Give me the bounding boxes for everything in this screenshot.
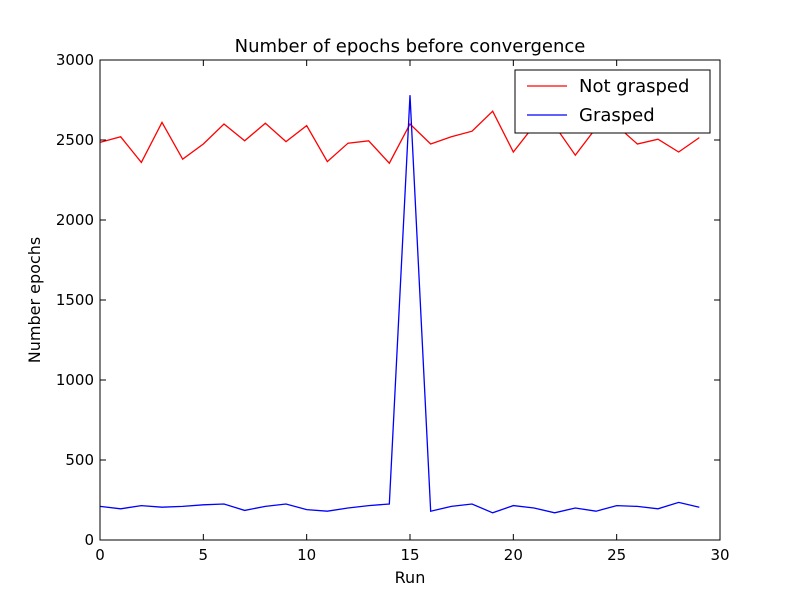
y-tick-label: 1500 bbox=[56, 291, 94, 309]
y-tick-label: 2500 bbox=[56, 131, 94, 149]
y-tick-label: 2000 bbox=[56, 211, 94, 229]
legend-box bbox=[514, 69, 711, 134]
axis-ticks: 0 5 10 15 20 25 30 0 500 1000 1500 2000 2500 3000 bbox=[56, 51, 730, 564]
legend: Not grasped Grasped bbox=[514, 69, 711, 134]
x-tick-label: 15 bbox=[400, 546, 419, 564]
plot-lines bbox=[99, 95, 700, 514]
series-line-grasped bbox=[99, 95, 700, 514]
y-tick-label: 1000 bbox=[56, 371, 94, 389]
y-axis-label: Number epochs bbox=[25, 237, 44, 363]
x-tick-label: 10 bbox=[297, 546, 316, 564]
legend-label-grasped: Grasped bbox=[579, 105, 655, 126]
chart-title: Number of epochs before convergence bbox=[235, 36, 586, 57]
x-tick-label: 5 bbox=[199, 546, 209, 564]
x-tick-label: 0 bbox=[95, 546, 105, 564]
x-axis-label: Run bbox=[395, 568, 426, 587]
x-tick-label: 20 bbox=[504, 546, 523, 564]
y-tick-label: 3000 bbox=[56, 51, 94, 69]
legend-label-not-grasped: Not grasped bbox=[579, 76, 689, 97]
x-tick-label: 25 bbox=[607, 546, 626, 564]
y-tick-label: 500 bbox=[65, 451, 94, 469]
x-tick-label: 30 bbox=[710, 546, 729, 564]
y-tick-label: 0 bbox=[84, 531, 94, 549]
